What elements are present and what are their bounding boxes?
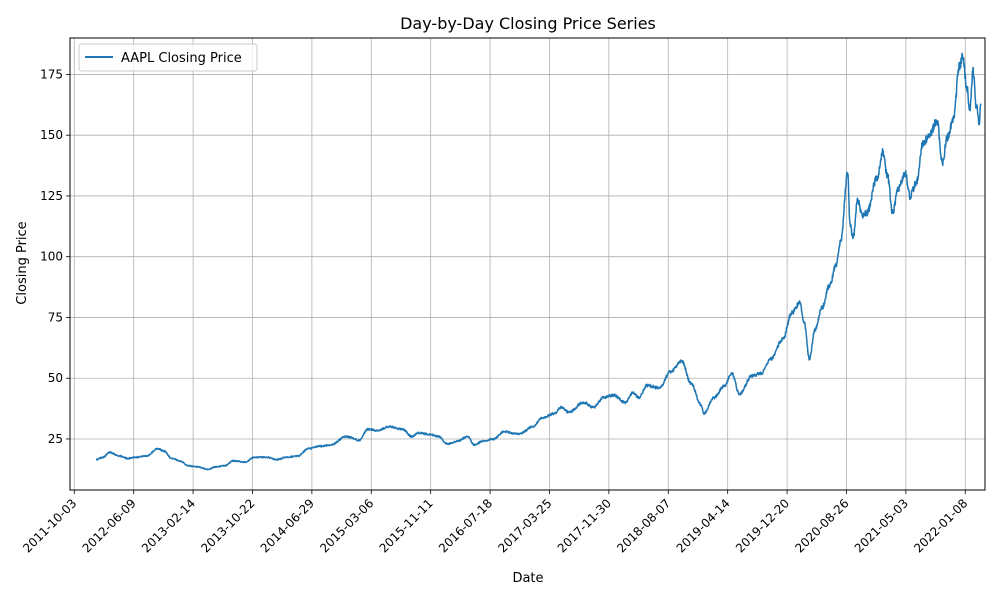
chart-title: Day-by-Day Closing Price Series <box>400 14 656 33</box>
series-line-aapl-closing-price <box>95 52 982 471</box>
legend-label: AAPL Closing Price <box>121 51 242 66</box>
legend: AAPL Closing Price <box>78 43 258 72</box>
y-tick-label: 175 <box>40 67 63 81</box>
y-tick-label: 150 <box>40 128 63 142</box>
legend-box <box>78 43 258 72</box>
y-axis-label: Closing Price <box>15 221 30 304</box>
plot-frame <box>69 37 986 491</box>
y-tick-label: 50 <box>48 371 63 385</box>
y-tick-label: 100 <box>40 250 63 264</box>
y-tick-label: 25 <box>48 432 63 446</box>
y-tick-label: 125 <box>40 189 63 203</box>
line-layer <box>95 52 982 471</box>
y-tick-label: 75 <box>48 310 63 324</box>
grid-layer <box>70 38 985 490</box>
x-axis-label: Date <box>512 571 543 586</box>
